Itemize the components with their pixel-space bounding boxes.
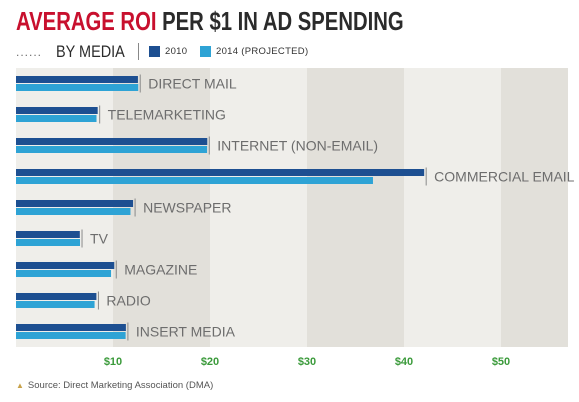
category-label: NEWSPAPER — [143, 200, 231, 216]
legend-swatch-2010 — [149, 46, 160, 57]
bar-2014 — [16, 177, 373, 184]
background-band — [113, 68, 210, 347]
x-tick-label: $50 — [492, 356, 510, 368]
x-tick-label: $30 — [298, 356, 316, 368]
source-text: Source: Direct Marketing Association (DM… — [27, 380, 214, 391]
bar-2014 — [16, 239, 81, 246]
subtitle-row: ...... BY MEDIA 2010 2014 (PROJECTED) — [16, 42, 576, 62]
title-rest: PER $1 IN AD SPENDING — [162, 6, 404, 36]
category-label: TELEMARKETING — [108, 107, 226, 123]
background-band — [210, 68, 307, 347]
triangle-icon: ▲ — [16, 381, 24, 390]
category-label: MAGAZINE — [124, 262, 197, 278]
legend-item-2010: 2010 — [149, 46, 187, 57]
source-note: ▲ Source: Direct Marketing Association (D… — [16, 380, 213, 391]
bar-2010 — [16, 200, 134, 207]
x-tick-label: $40 — [395, 356, 413, 368]
title-highlight: AVERAGE ROI — [16, 6, 157, 36]
bar-2010 — [16, 169, 425, 176]
bar-2010 — [16, 324, 126, 331]
decorative-dots: ...... — [16, 45, 43, 59]
bar-2014 — [16, 115, 97, 122]
bar-2014 — [16, 146, 208, 153]
x-tick-label: $10 — [104, 356, 122, 368]
background-band — [404, 68, 501, 347]
legend-label-2014: 2014 (PROJECTED) — [216, 46, 309, 57]
bar-2014 — [16, 332, 126, 339]
bar-2010 — [16, 262, 115, 269]
bar-2014 — [16, 208, 131, 215]
category-label: INTERNET (NON-EMAIL) — [217, 138, 378, 154]
background-band — [501, 68, 568, 347]
background-band — [307, 68, 404, 347]
category-label: COMMERCIAL EMAIL — [434, 169, 574, 185]
category-label: RADIO — [106, 293, 150, 309]
bar-2010 — [16, 293, 97, 300]
divider — [138, 43, 139, 60]
x-tick-label: $20 — [201, 356, 219, 368]
bar-2010 — [16, 231, 80, 238]
category-label: TV — [90, 231, 109, 247]
category-label: INSERT MEDIA — [136, 324, 236, 340]
bar-2010 — [16, 107, 98, 114]
bar-2010 — [16, 138, 208, 145]
chart-subtitle: BY MEDIA — [56, 42, 125, 61]
legend-label-2010: 2010 — [165, 46, 188, 57]
category-label: DIRECT MAIL — [148, 76, 237, 92]
bar-2010 — [16, 76, 138, 83]
legend-item-2014: 2014 (PROJECTED) — [200, 46, 308, 57]
bar-2014 — [16, 270, 112, 277]
chart-title: AVERAGE ROI PER $1 IN AD SPENDING — [16, 6, 404, 36]
bar-2014 — [16, 301, 95, 308]
legend-swatch-2014 — [200, 46, 211, 57]
bar-2014 — [16, 84, 139, 91]
background-band — [16, 68, 113, 347]
